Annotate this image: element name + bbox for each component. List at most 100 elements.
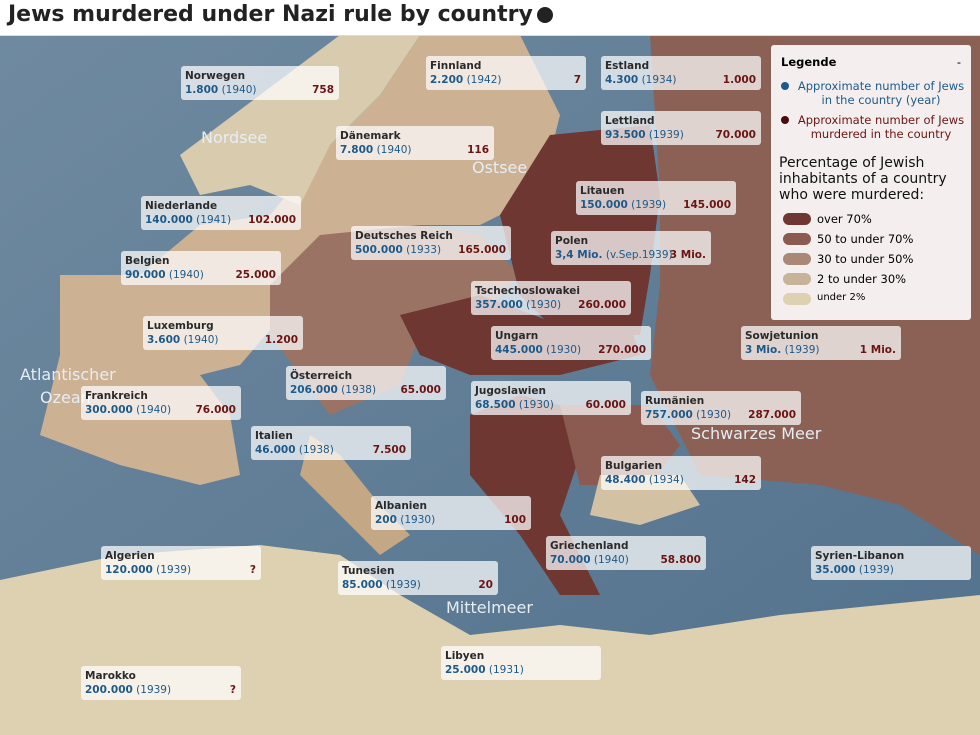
murdered-value: 60.000	[585, 399, 626, 411]
murdered-value: 7	[573, 74, 581, 86]
country-label: Polen 3,4 Mio. (v.Sep.1939) 3 Mio.	[551, 231, 711, 265]
population-year: (1940)	[376, 144, 412, 156]
country-label: Belgien 90.000 (1940) 25.000	[121, 251, 281, 285]
country-label: Estland 4.300 (1934) 1.000	[601, 56, 761, 90]
country-population: 140.000 (1941)	[145, 214, 231, 226]
murdered-value: ?	[229, 684, 236, 696]
legend-swatch	[783, 253, 811, 265]
sea-label: Mittelmeer	[446, 598, 533, 617]
country-population: 757.000 (1930)	[645, 409, 731, 421]
country-name: Polen	[555, 235, 589, 247]
population-year: (1939)	[385, 579, 421, 591]
country-population: 1.800 (1940)	[185, 84, 256, 96]
menu-icon[interactable]	[536, 7, 553, 23]
population-value: 25.000	[445, 664, 486, 676]
legend-scale-title: Percentage of Jewish inhabitants of a co…	[779, 155, 947, 203]
population-year: (1930)	[696, 409, 732, 421]
population-year: (1940)	[136, 404, 172, 416]
population-value: 3.600	[147, 334, 181, 346]
population-year: (1934)	[641, 74, 677, 86]
sea-label: Ostsee	[472, 158, 528, 177]
country-name: Griechenland	[550, 540, 629, 552]
population-year: (1939)	[631, 199, 667, 211]
murdered-value: 20	[478, 579, 493, 591]
country-name: Jugoslawien	[475, 385, 546, 397]
murdered-value: 1.200	[264, 334, 298, 346]
country-label: Jugoslawien 68.500 (1930) 60.000	[471, 381, 631, 415]
population-year: (1933)	[406, 244, 442, 256]
population-year: (1940)	[168, 269, 204, 281]
population-year: (1939)	[136, 684, 172, 696]
country-label: Ungarn 445.000 (1930) 270.000	[491, 326, 651, 360]
population-year: (1939)	[648, 129, 684, 141]
murdered-value: 142	[734, 474, 756, 486]
country-name: Ungarn	[495, 330, 539, 342]
country-population: 68.500 (1930)	[475, 399, 554, 411]
population-year: (1942)	[466, 74, 502, 86]
country-label: Rumänien 757.000 (1930) 287.000	[641, 391, 801, 425]
murdered-value: 1 Mio.	[859, 344, 896, 356]
murdered-value: 287.000	[748, 409, 796, 421]
legend-toggle[interactable]: -	[956, 55, 961, 69]
legend: Legende - Approximate number of Jews in …	[771, 45, 971, 320]
country-name: Marokko	[85, 670, 136, 682]
murdered-value: 3 Mio.	[669, 249, 706, 261]
population-year: (1930)	[400, 514, 436, 526]
country-name: Niederlande	[145, 200, 218, 212]
population-value: 46.000	[255, 444, 296, 456]
sea-label: Schwarzes Meer	[691, 424, 822, 443]
country-population: 445.000 (1930)	[495, 344, 581, 356]
legend-scale-item: 30 to under 50%	[817, 252, 914, 266]
country-population: 150.000 (1939)	[580, 199, 666, 211]
murdered-value: 70.000	[715, 129, 756, 141]
country-population: 48.400 (1934)	[605, 474, 684, 486]
country-label: Syrien-Libanon 35.000 (1939)	[811, 546, 971, 580]
legend-title: Legende	[781, 55, 837, 69]
title-text: Jews murdered under Nazi rule by country	[8, 2, 533, 27]
population-year: (1940)	[221, 84, 257, 96]
country-label: Litauen 150.000 (1939) 145.000	[576, 181, 736, 215]
country-population: 25.000 (1931)	[445, 664, 524, 676]
country-label: Tschechoslowakei 357.000 (1930) 260.000	[471, 281, 631, 315]
population-value: 300.000	[85, 404, 133, 416]
country-population: 300.000 (1940)	[85, 404, 171, 416]
population-year: (1930)	[518, 399, 554, 411]
population-value: 757.000	[645, 409, 693, 421]
population-year: (1930)	[526, 299, 562, 311]
country-name: Belgien	[125, 255, 170, 267]
legend-swatch	[783, 213, 811, 225]
population-value: 93.500	[605, 129, 646, 141]
sea-label: Atlantischer	[20, 365, 116, 384]
population-year: (1940)	[183, 334, 219, 346]
legend-population-text: Approximate number of Jews in the countr…	[797, 79, 965, 107]
population-year: (1934)	[648, 474, 684, 486]
country-name: Sowjetunion	[745, 330, 819, 342]
country-name: Bulgarien	[605, 460, 663, 472]
country-population: 500.000 (1933)	[355, 244, 441, 256]
population-value: 70.000	[550, 554, 591, 566]
country-name: Tunesien	[342, 565, 395, 577]
murdered-value: 76.000	[195, 404, 236, 416]
legend-swatch	[783, 273, 811, 285]
population-year: (v.Sep.1939)	[605, 249, 673, 261]
population-value: 85.000	[342, 579, 383, 591]
country-population: 206.000 (1938)	[290, 384, 376, 396]
population-value: 4.300	[605, 74, 639, 86]
country-name: Lettland	[605, 115, 655, 127]
legend-swatch	[783, 293, 811, 305]
population-value: 206.000	[290, 384, 338, 396]
country-population: 35.000 (1939)	[815, 564, 894, 576]
country-name: Estland	[605, 60, 650, 72]
population-value: 7.800	[340, 144, 374, 156]
population-value: 150.000	[580, 199, 628, 211]
murdered-value: 65.000	[400, 384, 441, 396]
country-name: Rumänien	[645, 395, 705, 407]
murdered-value: ?	[249, 564, 256, 576]
murdered-value: 165.000	[458, 244, 506, 256]
country-label: Lettland 93.500 (1939) 70.000	[601, 111, 761, 145]
population-value: 48.400	[605, 474, 646, 486]
country-name: Dänemark	[340, 130, 401, 142]
legend-murdered: Approximate number of Jews murdered in t…	[781, 113, 969, 141]
population-value: 2.200	[430, 74, 464, 86]
legend-swatch	[783, 233, 811, 245]
